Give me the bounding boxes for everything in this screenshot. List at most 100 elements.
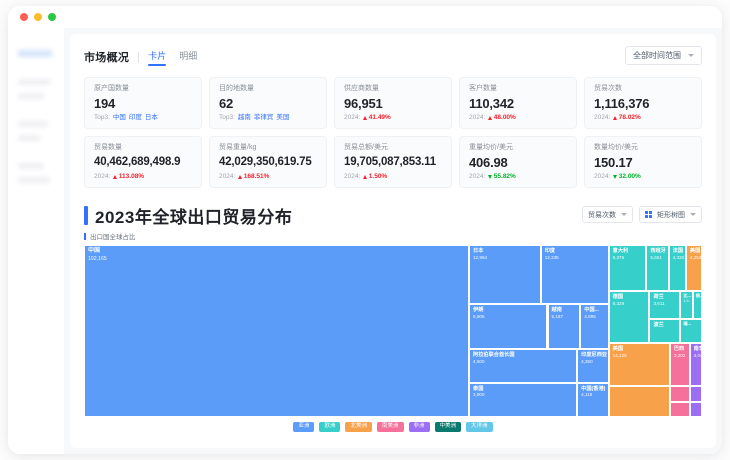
- legend-item[interactable]: 中美洲: [434, 422, 462, 432]
- legend-item[interactable]: 大洋洲: [466, 422, 493, 432]
- treemap-node-label: 西班牙: [650, 248, 666, 254]
- treemap-node[interactable]: 意大利 8,376: [608, 245, 647, 292]
- treemap-node-value: 4,600: [473, 358, 485, 364]
- legend-item[interactable]: 南美洲: [376, 422, 404, 432]
- tab-market-overview[interactable]: 市场概况: [84, 52, 130, 64]
- treemap-node[interactable]: [669, 386, 690, 402]
- tabs-row: 市场概况 卡片 明细 全部时间范围: [84, 42, 702, 72]
- treemap-node[interactable]: 中国 192,165: [84, 245, 469, 417]
- legend-item[interactable]: 非洲: [408, 422, 430, 432]
- treemap-node[interactable]: [689, 386, 702, 402]
- stat-card-label: 客户数量: [469, 85, 497, 92]
- time-range-label: 全部时间范围: [633, 51, 681, 60]
- stat-card-label: 贸易次数: [594, 85, 622, 92]
- treemap-node[interactable]: 波兰: [649, 318, 681, 344]
- sidebar-item[interactable]: [18, 79, 50, 85]
- stat-card-delta: 41.49%: [363, 114, 391, 122]
- treemap-node-value: 3,202: [673, 352, 686, 358]
- stat-card-footer: 2024: 168.51%: [219, 172, 318, 181]
- stat-card-footer-prefix: 2024:: [344, 113, 361, 121]
- top-value[interactable]: 越南: [237, 113, 251, 121]
- stat-card-footer-prefix: 2024:: [219, 172, 236, 180]
- treemap-node[interactable]: 印度尼西亚 4,350: [577, 349, 609, 383]
- top-value[interactable]: 日本: [144, 113, 158, 121]
- stat-card-value: 110,342: [469, 95, 514, 111]
- stat-card-delta-value: 78.02%: [618, 113, 641, 121]
- sidebar-item[interactable]: [18, 163, 44, 169]
- stat-card-delta: 1.50%: [363, 173, 387, 181]
- top-value[interactable]: 中国: [112, 113, 126, 121]
- minimize-icon[interactable]: [34, 13, 42, 21]
- tab-details[interactable]: 明细: [179, 50, 198, 61]
- sidebar-item[interactable]: [18, 121, 48, 127]
- maximize-icon[interactable]: [48, 13, 56, 21]
- treemap-node[interactable]: 越南 5,187: [547, 304, 581, 350]
- treemap-node-label: 美国: [689, 248, 701, 254]
- treemap-node[interactable]: 中国... 4,895: [580, 304, 609, 350]
- stat-card-top-values[interactable]: 越南 菲律宾 美国: [237, 113, 293, 122]
- sidebar-item[interactable]: [18, 93, 44, 99]
- treemap-node-label: 日本: [473, 248, 484, 254]
- treemap-node[interactable]: [669, 401, 690, 417]
- treemap-node-label: 泰国: [473, 385, 484, 392]
- treemap-node-label: 伊朗: [473, 307, 484, 314]
- treemap-node[interactable]: 荷兰 3,611: [649, 291, 681, 319]
- legend-item[interactable]: 欧洲: [319, 422, 341, 432]
- treemap-chart[interactable]: 中国 192,165 日本 12,964 印度 12,235 伊朗 8,905 越南 5,187 中…: [84, 245, 702, 417]
- treemap-node[interactable]: 法国 4,330: [668, 245, 686, 292]
- top-value[interactable]: 印度: [128, 113, 142, 121]
- legend-item[interactable]: 北美洲: [345, 422, 372, 432]
- treemap-node[interactable]: 俄...: [692, 291, 702, 319]
- stat-card: 贸易重量/kg 42,029,350,619.75 2024: 168.51%: [209, 136, 327, 188]
- stat-card-footer-prefix: 2024:: [594, 172, 611, 180]
- treemap-node[interactable]: 印度 12,235: [540, 245, 609, 305]
- treemap-node-value: 1,9..: [683, 298, 691, 303]
- treemap-node-value: 3,900: [473, 392, 485, 398]
- stat-card-delta: 113.08%: [113, 173, 144, 181]
- metric-selector[interactable]: 贸易次数: [582, 206, 633, 223]
- top-value[interactable]: 菲律宾: [253, 113, 274, 121]
- stat-card-value: 62: [219, 95, 234, 111]
- stat-card-label: 贸易重量/kg: [219, 144, 257, 151]
- view-type-label: 矩形树图: [657, 211, 685, 219]
- time-range-selector[interactable]: 全部时间范围: [625, 46, 702, 65]
- view-type-selector[interactable]: 矩形树图: [639, 206, 702, 223]
- treemap-node[interactable]: 美国 4,252: [685, 245, 702, 292]
- treemap-node-value: 4,116: [581, 392, 593, 398]
- tab-cards[interactable]: 卡片: [148, 49, 167, 66]
- treemap-node[interactable]: [608, 386, 670, 417]
- treemap-node[interactable]: [689, 401, 702, 417]
- chevron-down-icon: [690, 213, 696, 216]
- treemap-node[interactable]: 巴西 3,202: [669, 343, 690, 387]
- treemap-node-value: 8,376: [612, 254, 625, 260]
- treemap-node[interactable]: 南非4,047: [689, 343, 702, 387]
- treemap-node[interactable]: 比... 1,9..: [680, 291, 693, 319]
- sidebar-item[interactable]: [18, 135, 40, 141]
- close-icon[interactable]: [20, 13, 28, 21]
- treemap-node[interactable]: 伊朗 8,905: [469, 304, 548, 350]
- treemap-node[interactable]: 阿拉伯联合酋长国 4,600: [469, 349, 578, 383]
- treemap-node[interactable]: 美国 14,125: [608, 343, 670, 387]
- treemap-node[interactable]: 德国 8,329: [608, 291, 650, 344]
- treemap-node-value: 8,329: [612, 300, 625, 306]
- arrow-up-icon: [488, 115, 493, 120]
- legend-item[interactable]: 亚洲: [293, 422, 315, 432]
- treemap-node[interactable]: 中国(香港) 4,116: [577, 382, 609, 417]
- treemap-node[interactable]: 泰国 3,900: [469, 382, 578, 417]
- treemap-node-label: 瑞...: [683, 320, 692, 326]
- title-accent-bar: [84, 205, 88, 225]
- treemap-node[interactable]: 西班牙 5,651: [646, 245, 669, 292]
- arrow-down-icon: [613, 174, 618, 179]
- treemap-node[interactable]: 日本 12,964: [469, 245, 541, 305]
- sidebar-item[interactable]: [18, 177, 50, 183]
- app-sidebar[interactable]: [8, 28, 64, 454]
- treemap-node-label: 阿拉伯联合酋长国: [473, 352, 515, 359]
- treemap-node-label: 美国: [612, 346, 624, 353]
- window-controls[interactable]: [20, 13, 56, 21]
- treemap-node[interactable]: 瑞...: [680, 318, 702, 344]
- top-value[interactable]: 美国: [276, 113, 290, 121]
- treemap-node-value: 12,964: [473, 254, 488, 260]
- dashboard-panel: 市场概况 卡片 明细 全部时间范围 原产国数量 194 Top3: 中国 印度 日本 目的地…: [70, 34, 716, 448]
- treemap-node-label: 俄...: [695, 293, 702, 299]
- stat-card-top-values[interactable]: 中国 印度 日本: [112, 113, 161, 122]
